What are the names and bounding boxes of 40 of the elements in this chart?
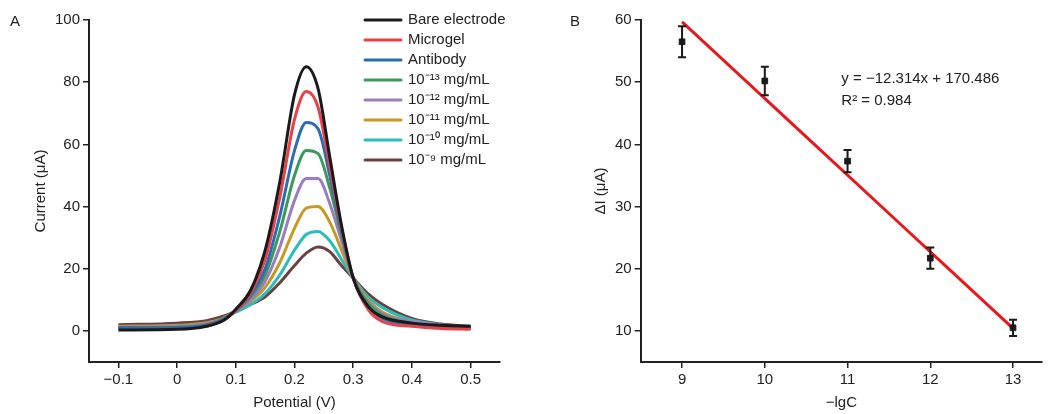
x-tick-label: 0.5 <box>460 370 482 388</box>
y-tick-label: 100 <box>55 10 81 28</box>
text: A <box>10 11 21 29</box>
x-tick-label: 0.1 <box>225 370 247 388</box>
x-tick-label: 0.3 <box>342 370 364 388</box>
x-axis-title: Potential (V) <box>253 393 336 411</box>
y-tick-label: 20 <box>615 258 632 276</box>
x-axis-title: −lgC <box>825 393 858 411</box>
legend-label: 10⁻¹³ mg/mL <box>408 70 490 88</box>
x-tick-label: 12 <box>921 370 939 388</box>
y-tick-label: 40 <box>63 196 81 214</box>
x-tick-label: 10 <box>756 370 774 388</box>
legend-label: Microgel <box>408 30 465 48</box>
x-tick-label: 11 <box>839 370 856 388</box>
y-tick-label: 10 <box>615 321 632 339</box>
x-tick-label: 9 <box>677 370 687 388</box>
y-tick-label: 80 <box>63 72 81 90</box>
annotation: y = −12.314x + 170.486 <box>841 68 1000 86</box>
x-tick-label: 13 <box>1004 370 1022 388</box>
y-tick-label: 50 <box>615 72 632 90</box>
legend-label: 10⁻¹⁰ mg/mL <box>408 130 490 148</box>
legend-label: Antibody <box>408 50 467 68</box>
legend-label: Bare electrode <box>408 10 506 28</box>
text: B <box>570 11 581 29</box>
y-tick-label: 0 <box>71 321 81 339</box>
y-tick-label: 30 <box>615 196 632 214</box>
y-axis-title: ΔI (μA) <box>591 167 609 215</box>
y-tick-label: 60 <box>615 10 632 28</box>
x-tick-label: 0.2 <box>284 370 305 388</box>
y-tick-label: 60 <box>63 134 81 152</box>
legend-label: 10⁻⁹ mg/mL <box>408 150 487 168</box>
y-axis-title: Current (μA) <box>31 149 49 233</box>
x-tick-label: −0.1 <box>103 370 134 388</box>
legend-label: 10⁻¹² mg/mL <box>408 90 490 108</box>
y-tick-label: 40 <box>615 134 632 152</box>
x-tick-label: 0 <box>172 370 182 388</box>
x-tick-label: 0.4 <box>401 370 423 388</box>
annotation: R² = 0.984 <box>841 90 912 108</box>
y-tick-label: 20 <box>63 258 81 276</box>
legend-label: 10⁻¹¹ mg/mL <box>408 110 490 128</box>
